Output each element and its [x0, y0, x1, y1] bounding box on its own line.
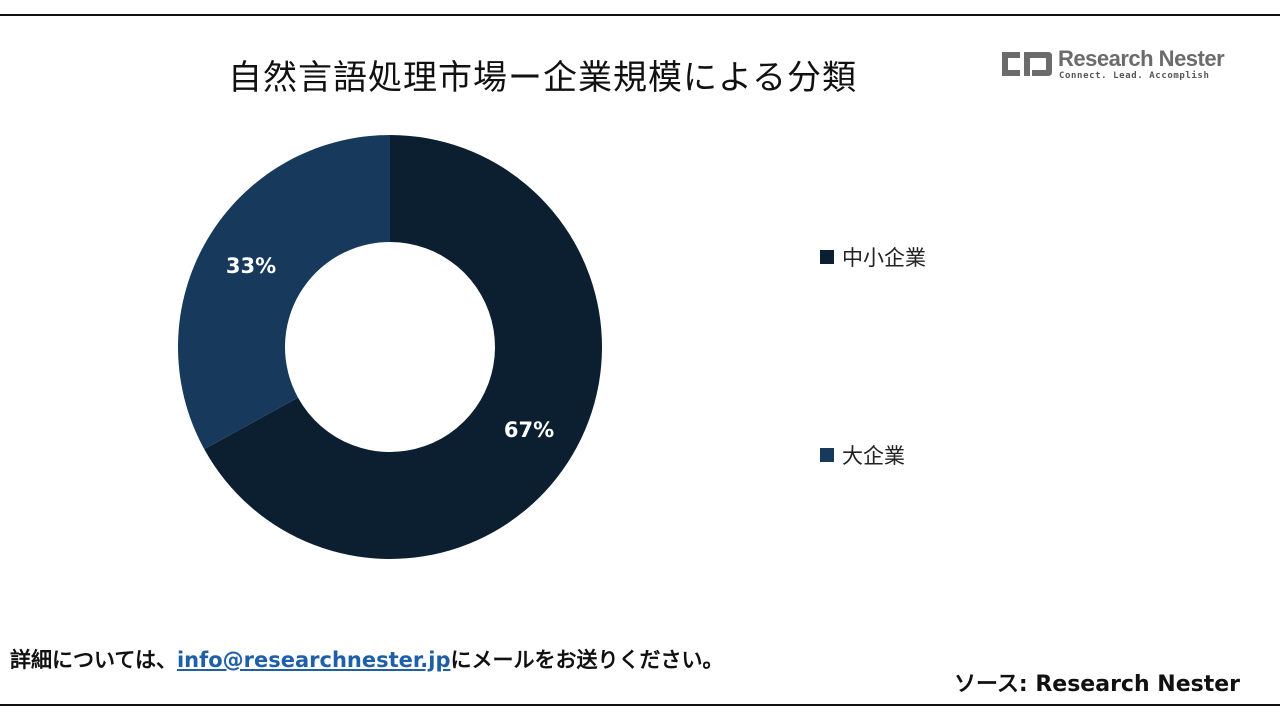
footer-suffix: にメールをお送りください。	[450, 648, 724, 672]
logo-name: Research Nester	[1058, 46, 1225, 71]
legend-swatch-sme	[820, 250, 834, 264]
legend-swatch-large	[820, 448, 834, 462]
footer-note: 詳細については、info@researchnester.jpにメールをお送りくだ…	[10, 644, 723, 674]
bottom-rule	[0, 704, 1280, 706]
footer-prefix: 詳細については、	[10, 648, 177, 672]
data-label-sme: 67%	[504, 418, 554, 442]
email-link[interactable]: info@researchnester.jp	[176, 648, 451, 672]
data-label-large: 33%	[226, 254, 276, 278]
legend-label-large: 大企業	[842, 444, 905, 468]
logo-tagline: Connect. Lead. Accomplish	[1059, 71, 1210, 81]
legend-item-large: 大企業	[820, 440, 905, 470]
legend-item-sme: 中小企業	[820, 242, 926, 272]
slice-large	[177, 135, 390, 450]
source-credit: ソース: Research Nester	[953, 672, 1240, 697]
top-rule	[0, 14, 1280, 16]
research-nester-logo: Research Nester Connect. Lead. Accomplis…	[998, 44, 1228, 88]
chart-title: 自然言語処理市場ー企業規模による分類	[228, 58, 857, 98]
logo-icon	[1002, 52, 1052, 76]
legend-label-sme: 中小企業	[842, 246, 926, 270]
slice-sme	[204, 135, 602, 559]
